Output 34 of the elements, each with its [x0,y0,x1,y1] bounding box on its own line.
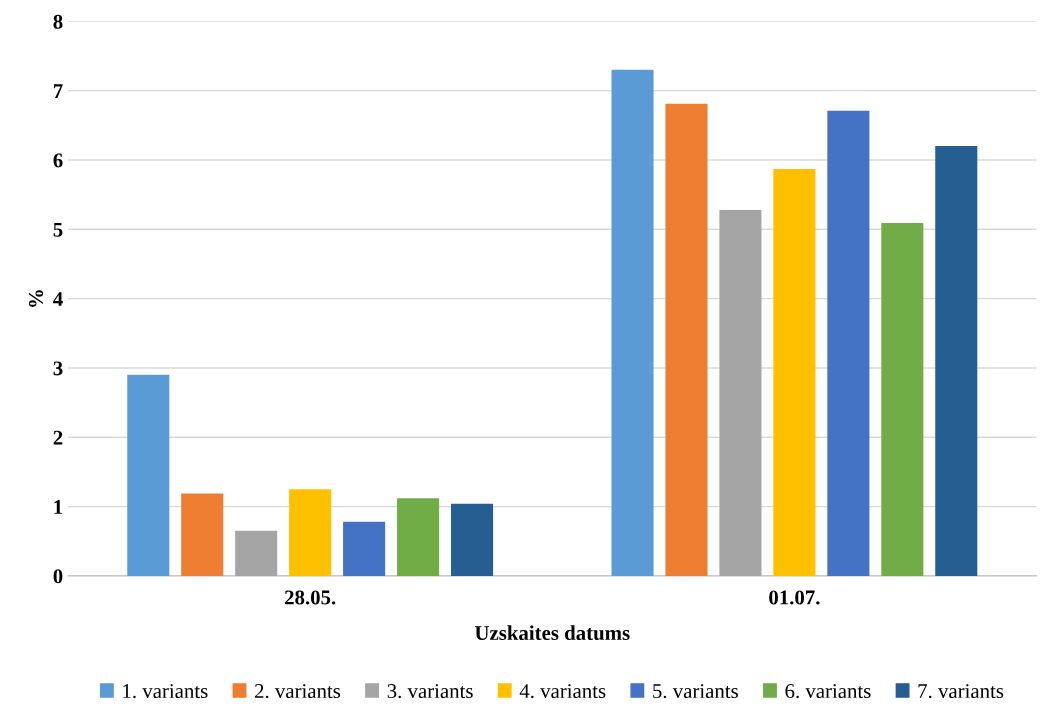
y-tick-label: 6 [53,153,63,168]
legend-label: 3. variants [387,684,473,699]
legend-label: 5. variants [653,684,738,699]
legend-label: 7. variants [918,684,1004,699]
bar [611,69,654,576]
y-tick-label: 4 [53,292,63,306]
y-tick-label: 7 [53,84,63,98]
x-tick-label: 01.07. [769,590,820,605]
y-tick-label: 5 [53,222,63,237]
x-tick-label: 28.05. [285,590,336,605]
y-tick-label: 8 [53,14,63,29]
bar [827,110,870,576]
bar [719,209,762,576]
legend-label: 2. variants [255,684,341,699]
bar [343,521,386,576]
y-axis-title: % [28,290,44,307]
bar [451,503,494,576]
y-tick-label: 3 [53,361,63,376]
bar [181,493,224,576]
bar [127,374,170,576]
y-tick-label: 1 [54,500,63,514]
bar [935,146,978,576]
bar [773,168,816,576]
bar [397,498,440,576]
bar [665,103,708,576]
x-axis-title: Uzskaites datums [474,625,630,641]
bar [235,530,278,576]
legend-label: 6. variants [785,684,871,699]
legend-label: 1. variants [123,684,208,699]
legend-label: 4. variants [519,684,606,699]
y-tick-label: 0 [53,569,63,584]
bar [881,223,924,576]
y-tick-label: 2 [53,430,63,445]
bar [289,489,332,576]
